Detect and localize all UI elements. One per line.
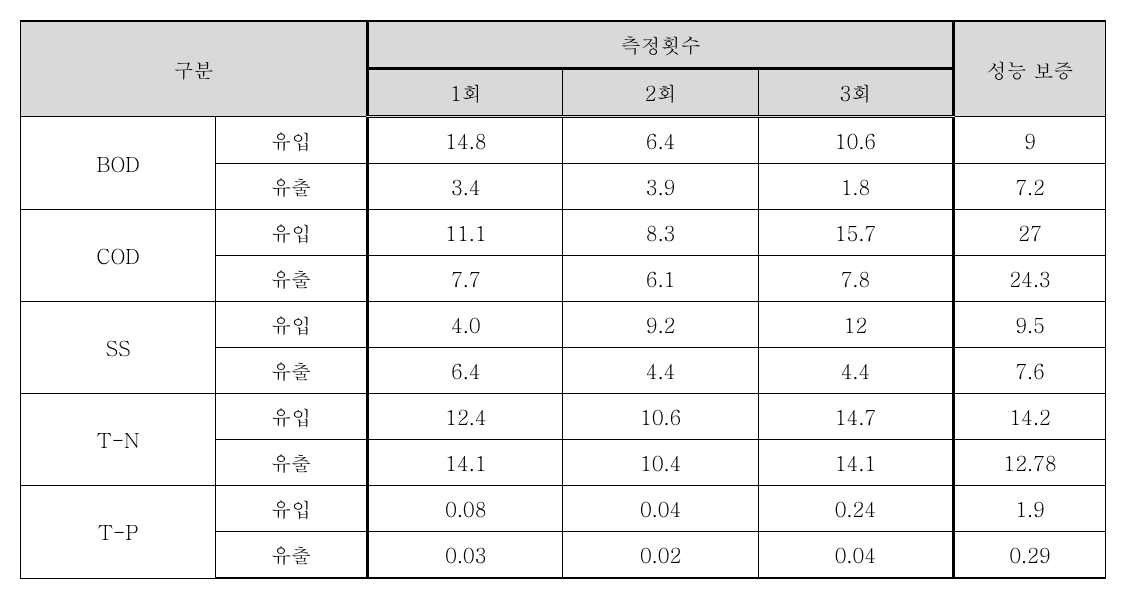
cell-m2: 6.4 bbox=[563, 117, 758, 164]
cell-m3: 7.8 bbox=[758, 256, 953, 302]
cell-m3: 15.7 bbox=[758, 210, 953, 256]
measurement-table-container: 구분 측정횟수 성능 보증 1회 2회 3회 BOD 유입 14.8 6.4 1… bbox=[20, 20, 1106, 579]
flow-label: 유출 bbox=[216, 348, 368, 394]
header-row-1: 구분 측정횟수 성능 보증 bbox=[21, 21, 1106, 69]
param-name: T-N bbox=[21, 394, 216, 486]
flow-label: 유출 bbox=[216, 532, 368, 579]
col-header-gubun: 구분 bbox=[21, 21, 368, 117]
cell-m2: 4.4 bbox=[563, 348, 758, 394]
cell-m2: 9.2 bbox=[563, 302, 758, 348]
cell-perf: 12.78 bbox=[954, 440, 1106, 486]
flow-label: 유입 bbox=[216, 117, 368, 164]
cell-perf: 24.3 bbox=[954, 256, 1106, 302]
cell-m2: 10.4 bbox=[563, 440, 758, 486]
flow-label: 유입 bbox=[216, 394, 368, 440]
param-name: T-P bbox=[21, 486, 216, 579]
cell-m2: 8.3 bbox=[563, 210, 758, 256]
cell-m2: 6.1 bbox=[563, 256, 758, 302]
flow-label: 유입 bbox=[216, 486, 368, 532]
cell-perf: 14.2 bbox=[954, 394, 1106, 440]
cell-perf: 9.5 bbox=[954, 302, 1106, 348]
cell-m1: 14.8 bbox=[368, 117, 563, 164]
cell-perf: 1.9 bbox=[954, 486, 1106, 532]
cell-m3: 0.04 bbox=[758, 532, 953, 579]
cell-m1: 0.03 bbox=[368, 532, 563, 579]
cell-m3: 14.1 bbox=[758, 440, 953, 486]
cell-m2: 0.04 bbox=[563, 486, 758, 532]
cell-perf: 0.29 bbox=[954, 532, 1106, 579]
cell-perf: 9 bbox=[954, 117, 1106, 164]
col-header-perf: 성능 보증 bbox=[954, 21, 1106, 117]
flow-label: 유입 bbox=[216, 210, 368, 256]
cell-m3: 12 bbox=[758, 302, 953, 348]
param-name: BOD bbox=[21, 117, 216, 210]
cell-m1: 14.1 bbox=[368, 440, 563, 486]
param-name: COD bbox=[21, 210, 216, 302]
cell-m3: 14.7 bbox=[758, 394, 953, 440]
cell-m2: 0.02 bbox=[563, 532, 758, 579]
cell-m3: 1.8 bbox=[758, 164, 953, 210]
flow-label: 유입 bbox=[216, 302, 368, 348]
flow-label: 유출 bbox=[216, 256, 368, 302]
cell-m3: 0.24 bbox=[758, 486, 953, 532]
cell-m1: 6.4 bbox=[368, 348, 563, 394]
cell-m3: 4.4 bbox=[758, 348, 953, 394]
col-header-m3: 3회 bbox=[758, 69, 953, 117]
col-header-measure-count: 측정횟수 bbox=[368, 21, 954, 69]
flow-label: 유출 bbox=[216, 440, 368, 486]
table-row: T-P 유입 0.08 0.04 0.24 1.9 bbox=[21, 486, 1106, 532]
table-row: T-N 유입 12.4 10.6 14.7 14.2 bbox=[21, 394, 1106, 440]
measurement-table: 구분 측정횟수 성능 보증 1회 2회 3회 BOD 유입 14.8 6.4 1… bbox=[20, 20, 1106, 579]
cell-m1: 3.4 bbox=[368, 164, 563, 210]
table-row: BOD 유입 14.8 6.4 10.6 9 bbox=[21, 117, 1106, 164]
cell-m1: 12.4 bbox=[368, 394, 563, 440]
cell-perf: 7.2 bbox=[954, 164, 1106, 210]
param-name: SS bbox=[21, 302, 216, 394]
cell-m2: 3.9 bbox=[563, 164, 758, 210]
flow-label: 유출 bbox=[216, 164, 368, 210]
col-header-m1: 1회 bbox=[368, 69, 563, 117]
cell-m2: 10.6 bbox=[563, 394, 758, 440]
cell-perf: 27 bbox=[954, 210, 1106, 256]
cell-m1: 4.0 bbox=[368, 302, 563, 348]
cell-m3: 10.6 bbox=[758, 117, 953, 164]
cell-perf: 7.6 bbox=[954, 348, 1106, 394]
cell-m1: 11.1 bbox=[368, 210, 563, 256]
table-row: COD 유입 11.1 8.3 15.7 27 bbox=[21, 210, 1106, 256]
table-row: SS 유입 4.0 9.2 12 9.5 bbox=[21, 302, 1106, 348]
col-header-m2: 2회 bbox=[563, 69, 758, 117]
cell-m1: 7.7 bbox=[368, 256, 563, 302]
cell-m1: 0.08 bbox=[368, 486, 563, 532]
